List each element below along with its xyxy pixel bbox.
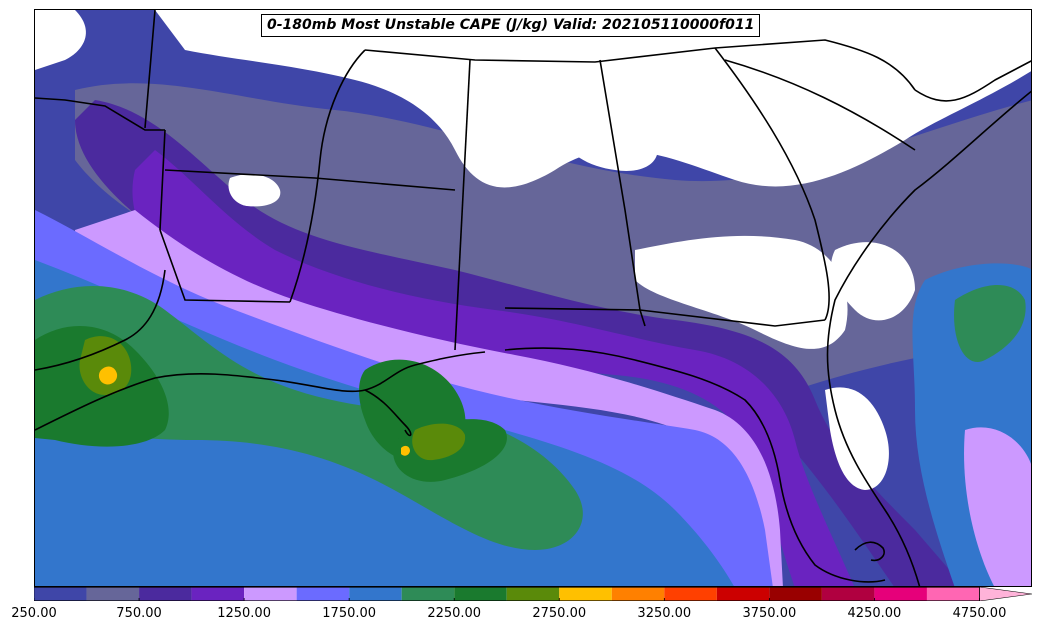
boundary-alabama-georgia bbox=[599, 59, 646, 327]
boundary-georgia-south-carolina bbox=[714, 47, 830, 321]
boundary-texas-oklahoma bbox=[35, 97, 165, 131]
no-cape-south-carolina bbox=[635, 235, 848, 349]
colorbar-tick-label: 2250.00 bbox=[427, 606, 482, 621]
no-cape-north bbox=[155, 10, 1031, 188]
cape-map bbox=[34, 9, 1032, 587]
colorbar-segment bbox=[559, 587, 612, 601]
colorbar-segment bbox=[664, 587, 717, 601]
colorbar-tick-label: 750.00 bbox=[116, 606, 162, 621]
cape-contour-atlantic-lavender bbox=[964, 427, 1031, 586]
colorbar-tick-label: 250.00 bbox=[11, 606, 57, 621]
cape-contour-yellow bbox=[98, 366, 118, 385]
boundary-tennessee-south bbox=[314, 177, 456, 191]
colorbar-tick-label: 2750.00 bbox=[532, 606, 587, 621]
cape-contour-lavender bbox=[75, 210, 783, 586]
colorbar-segment bbox=[769, 587, 822, 601]
cape-contour-atlantic-green bbox=[954, 285, 1026, 362]
colorbar-segment bbox=[401, 587, 455, 601]
colorbar-segment bbox=[86, 587, 140, 601]
colorbar-segment bbox=[349, 587, 402, 601]
colorbar-extend-arrow bbox=[979, 587, 1032, 601]
no-cape-areas bbox=[35, 10, 1031, 490]
boundary-oklahoma-north bbox=[144, 10, 156, 129]
no-cape-northwest bbox=[35, 10, 86, 70]
colorbar-tick-label: 3250.00 bbox=[637, 606, 692, 621]
colorbar-segment bbox=[244, 587, 297, 601]
boundary-north-carolina-south bbox=[724, 59, 916, 151]
map-canvas bbox=[35, 10, 1031, 586]
boundary-texas-coast bbox=[35, 269, 166, 371]
boundary-georgia-florida bbox=[504, 307, 826, 327]
colorbar-segment bbox=[821, 587, 875, 601]
boundary-missouri-kentucky bbox=[364, 39, 916, 91]
cape-contour-yellow-2 bbox=[401, 445, 410, 456]
colorbar-segment bbox=[191, 587, 245, 601]
map-title: 0-180mb Most Unstable CAPE (J/kg) Valid:… bbox=[261, 14, 761, 37]
boundary-arkansas-west bbox=[159, 129, 166, 231]
colorbar-segment bbox=[34, 587, 87, 601]
colorbar-segment bbox=[874, 587, 927, 601]
cape-contour-olive bbox=[79, 336, 132, 395]
colorbar-outline bbox=[34, 587, 980, 601]
colorbar-tick-label: 3750.00 bbox=[742, 606, 797, 621]
colorbar-segment bbox=[139, 587, 192, 601]
colorbar-svg bbox=[34, 587, 1032, 601]
no-cape-georgia-coast bbox=[831, 242, 915, 321]
colorbar-tick-label: 4750.00 bbox=[952, 606, 1007, 621]
boundary-louisiana-delta bbox=[364, 389, 412, 437]
colorbar bbox=[34, 587, 1032, 601]
colorbar-segment bbox=[611, 587, 665, 601]
no-cape-arkansas-pocket bbox=[228, 174, 281, 207]
colorbar-segment bbox=[716, 587, 770, 601]
colorbar-segment bbox=[926, 587, 980, 601]
colorbar-segment bbox=[296, 587, 350, 601]
colorbar-tick-label: 4250.00 bbox=[847, 606, 902, 621]
boundary-mississippi-river bbox=[289, 49, 366, 303]
boundary-atlantic-coast bbox=[826, 90, 1031, 586]
cape-contour-sea-green bbox=[35, 286, 583, 550]
cape-contour-purple bbox=[132, 150, 855, 586]
boundary-florida-keys bbox=[854, 541, 885, 562]
no-cape-florida bbox=[825, 387, 889, 490]
colorbar-tick-label: 1750.00 bbox=[322, 606, 377, 621]
boundary-north-carolina-coast bbox=[914, 60, 1031, 102]
boundary-arkansas-north bbox=[164, 169, 316, 179]
colorbar-segment bbox=[506, 587, 560, 601]
no-cape-kentucky bbox=[555, 106, 658, 171]
boundary-gulf-coast-florida bbox=[504, 347, 886, 583]
state-boundaries bbox=[35, 10, 1031, 586]
boundary-gulf-coast-louisiana bbox=[35, 351, 486, 431]
cape-contour-olive-2 bbox=[412, 423, 466, 461]
boundary-louisiana-north bbox=[159, 229, 291, 303]
colorbar-segment bbox=[454, 587, 507, 601]
boundary-mississippi-alabama bbox=[454, 59, 471, 351]
colorbar-tick-label: 1250.00 bbox=[217, 606, 271, 621]
